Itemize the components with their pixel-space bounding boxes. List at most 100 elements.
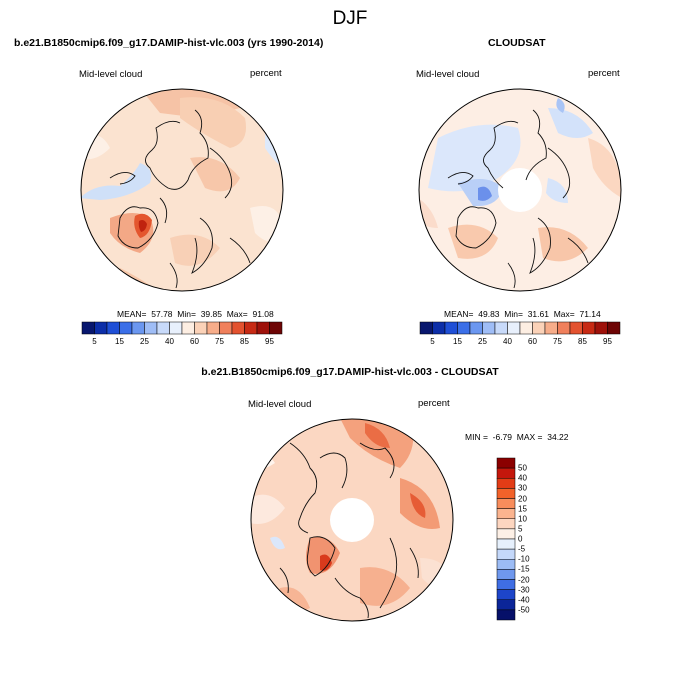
colorbar-swatch [496, 589, 516, 600]
colorbar-swatch [231, 321, 245, 335]
colorbar-tick-label: 85 [240, 337, 249, 346]
cloud-region [588, 138, 621, 198]
map-boundary [250, 418, 454, 622]
diff-max-label: MAX = [516, 432, 543, 442]
colorbar-swatch [496, 599, 516, 611]
colorbar-swatch [457, 321, 471, 335]
colorbar-swatch [469, 321, 483, 335]
colorbar-swatch [244, 321, 258, 335]
right-mean-value: 49.83 [478, 309, 500, 319]
cloud-region-low [546, 178, 568, 203]
colorbar-tick-label: -15 [518, 564, 530, 574]
map-boundary [80, 88, 284, 292]
colorbar-tick-label: 75 [553, 337, 562, 346]
map-boundary [418, 88, 622, 292]
colorbar-tick-label: 85 [578, 337, 587, 346]
cloud-region-low [428, 124, 521, 192]
colorbar-tick-label: 60 [528, 337, 537, 346]
right-min-label: Min= [504, 309, 523, 319]
left-mean-label: MEAN= [117, 309, 147, 319]
colorbar-swatch [496, 508, 516, 519]
right-mean-label: MEAN= [444, 309, 474, 319]
diff-region [251, 494, 285, 524]
coastline [279, 442, 419, 619]
missing-data-hole [498, 168, 542, 212]
colorbar-tick-label: -50 [518, 605, 530, 615]
colorbar-swatch [496, 457, 516, 469]
colorbar-tick-label: 15 [518, 504, 527, 514]
colorbar-swatch [494, 321, 508, 335]
right-polar-map [418, 88, 622, 292]
colorbar-tick-label: -40 [518, 595, 530, 605]
colorbar-swatch [106, 321, 120, 335]
left-max-value: 91.08 [252, 309, 274, 319]
colorbar-tick-label: 15 [453, 337, 462, 346]
cloud-region [190, 157, 240, 192]
left-stats: MEAN= 57.78 Min= 39.85 Max= 91.08 [117, 309, 274, 319]
colorbar-tick-label: 0 [518, 534, 523, 544]
colorbar-swatch [607, 321, 621, 335]
colorbar-swatch [594, 321, 608, 335]
coastline [447, 109, 589, 289]
diff-min-label: MIN = [465, 432, 488, 442]
cloud-region [538, 227, 588, 262]
diff-variable-label: Mid-level cloud [248, 399, 312, 410]
colorbar-swatch [156, 321, 170, 335]
colorbar-swatch [181, 321, 195, 335]
colorbar-tick-label: 25 [478, 337, 487, 346]
diff-region-high [365, 423, 390, 448]
colorbar-swatch [496, 488, 516, 499]
colorbar-swatch [496, 579, 516, 590]
colorbar-tick-label: 40 [518, 473, 527, 483]
colorbar-tick-label: -10 [518, 554, 530, 564]
coastline [109, 109, 251, 289]
diff-max-value: 34.22 [547, 432, 569, 442]
colorbar-swatch [496, 569, 516, 580]
colorbar-swatch [219, 321, 233, 335]
missing-data-hole [330, 498, 374, 542]
right-colorbar [419, 321, 621, 335]
colorbar-swatch [496, 528, 516, 540]
colorbar-tick-label: 50 [518, 463, 527, 473]
cloud-region [180, 97, 246, 148]
colorbar-swatch [419, 321, 433, 335]
colorbar-swatch [557, 321, 571, 335]
diff-min-value: -6.79 [492, 432, 513, 442]
left-max-label: Max= [226, 309, 248, 319]
right-min-value: 31.61 [527, 309, 549, 319]
colorbar-tick-label: 10 [518, 514, 527, 524]
right-colorbar-labels: 5 15 25 40 60 75 85 95 [420, 337, 620, 349]
colorbar-tick-label: 40 [503, 337, 512, 346]
left-colorbar-labels: 5 15 25 40 60 75 85 95 [82, 337, 282, 349]
right-max-label: Max= [553, 309, 575, 319]
left-colorbar [81, 321, 283, 335]
colorbar-swatch [569, 321, 583, 335]
left-min-value: 39.85 [200, 309, 222, 319]
diff-units-label: percent [418, 398, 450, 409]
colorbar-swatch [582, 321, 596, 335]
colorbar-swatch [507, 321, 521, 335]
colorbar-tick-label: -30 [518, 585, 530, 595]
colorbar-swatch [256, 321, 270, 335]
colorbar-swatch [194, 321, 208, 335]
colorbar-swatch [496, 478, 516, 489]
diff-panel-title: b.e21.B1850cmip6.f09_g17.DAMIP-hist-vlc.… [201, 366, 499, 378]
diff-colorbar-labels: 50 40 30 20 15 10 5 0 -5 -10 -15 -20 -30 -40 -50 [518, 458, 548, 620]
left-min-label: Min= [177, 309, 196, 319]
colorbar-tick-label: 75 [215, 337, 224, 346]
colorbar-swatch [432, 321, 446, 335]
colorbar-tick-label: 95 [265, 337, 274, 346]
colorbar-tick-label: 25 [140, 337, 149, 346]
colorbar-tick-label: 20 [518, 494, 527, 503]
diff-polar-map [250, 418, 454, 622]
colorbar-tick-label: -20 [518, 575, 530, 584]
right-max-value: 71.14 [579, 309, 601, 319]
cloud-region [448, 224, 498, 259]
left-polar-map [80, 88, 284, 292]
colorbar-tick-label: 30 [518, 483, 527, 493]
cloud-region-low [556, 98, 565, 113]
diff-colorbar [496, 457, 516, 621]
colorbar-swatch [269, 321, 283, 335]
diff-region [360, 567, 410, 606]
cloud-region-low [478, 186, 492, 201]
